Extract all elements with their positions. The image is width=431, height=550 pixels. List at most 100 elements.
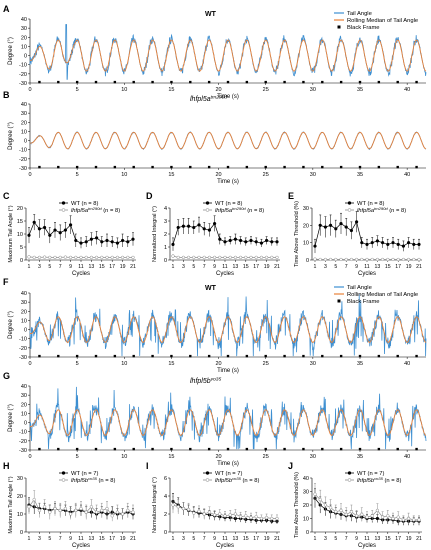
black-frame-marker (377, 80, 381, 84)
black-frame-marker (189, 80, 192, 84)
x-tick-label: 20 (216, 454, 222, 460)
x-tick-label: 40 (404, 454, 410, 460)
data-point (254, 255, 258, 260)
data-point (375, 239, 380, 243)
black-frame-marker (38, 447, 41, 451)
data-point (228, 238, 232, 243)
x-tick-label: 19 (120, 264, 126, 270)
data-point (401, 257, 406, 262)
black-frame-marker (151, 447, 154, 451)
data-point (176, 505, 180, 509)
data-point (339, 508, 343, 513)
x-tick-label: 5 (76, 361, 79, 367)
data-point (89, 237, 94, 241)
legend-marker (205, 471, 210, 475)
black-frame-marker (339, 80, 343, 84)
tail-angle-line (29, 386, 427, 450)
x-tick-label: 7 (203, 536, 206, 542)
y-axis-label: Normalized Integral (°) (152, 206, 158, 262)
data-point (74, 238, 78, 243)
data-point (275, 516, 279, 521)
data-point (264, 238, 269, 243)
data-point (349, 228, 354, 233)
y-tick-label: 10 (303, 517, 309, 523)
data-point (171, 242, 175, 247)
x-tick-label: 15 (243, 536, 249, 542)
x-tick-label: 11 (78, 536, 83, 542)
x-tick-label: 13 (375, 536, 381, 542)
data-point (218, 512, 222, 516)
data-point (334, 510, 338, 514)
x-tick-label: 20 (216, 87, 222, 93)
x-tick-label: 13 (233, 536, 239, 542)
black-frame-marker (38, 80, 41, 84)
data-point (131, 255, 135, 260)
y-tick-label: 0 (20, 258, 23, 264)
x-tick-label: 3 (324, 264, 327, 270)
data-point (275, 240, 279, 244)
black-frame-marker (264, 80, 267, 84)
data-point (79, 255, 83, 260)
data-point (94, 255, 99, 260)
y-axis-label: Degree (°) (8, 122, 14, 150)
black-frame-marker (94, 447, 98, 451)
x-axis-label: Time (s) (217, 461, 239, 467)
legend-marker (205, 208, 210, 212)
black-frame-marker (151, 165, 154, 169)
x-tick-label: 10 (121, 172, 127, 178)
data-point (197, 223, 201, 227)
x-tick-label: 15 (168, 361, 174, 367)
legend-frame-label: Black Frame (347, 299, 380, 305)
data-point (53, 228, 57, 232)
black-frame-marker (358, 165, 362, 169)
data-point (42, 255, 47, 259)
legend-marker (347, 208, 352, 212)
x-tick-label: 17 (253, 264, 259, 270)
data-point (192, 225, 196, 230)
data-point (375, 508, 380, 513)
data-point (27, 255, 31, 259)
black-frame-marker (358, 447, 362, 451)
data-point (192, 511, 196, 515)
y-tick-label: 0 (24, 54, 27, 60)
data-point (105, 506, 109, 511)
x-tick-label: 3 (324, 536, 327, 542)
x-tick-label: 7 (345, 536, 348, 542)
x-tick-label: 9 (213, 536, 216, 542)
black-frame-marker (57, 447, 60, 451)
panel-letter-A: A (3, 4, 10, 14)
data-point (212, 513, 217, 517)
black-frame-marker (339, 165, 343, 169)
data-point (42, 225, 47, 230)
x-tick-label: 40 (404, 172, 410, 178)
data-point (318, 497, 322, 502)
x-tick-label: 15 (168, 87, 174, 93)
data-point (192, 255, 196, 260)
x-axis-label: Cycles (216, 543, 234, 549)
black-frame-marker (226, 80, 230, 84)
data-point (259, 516, 264, 521)
data-point (412, 518, 416, 522)
y-tick-label: 30 (17, 476, 23, 482)
black-frame-marker (415, 80, 418, 84)
x-tick-label: 9 (355, 264, 358, 270)
data-point (328, 223, 333, 227)
x-tick-label: 19 (264, 536, 270, 542)
y-tick-label: -10 (19, 148, 27, 154)
black-frame-marker (189, 447, 192, 451)
x-tick-label: 0 (28, 361, 31, 367)
y-tick-label: -30 (19, 448, 27, 454)
trace-panel-B: -30 -20 -10 0 10 20 30 40 0 5 10 15 20 25 30 35 40 Time (… (8, 95, 427, 185)
x-tick-label: 40 (404, 87, 410, 93)
black-frame-marker (57, 165, 60, 169)
x-tick-label: 9 (69, 264, 72, 270)
x-tick-label: 3 (38, 536, 41, 542)
x-tick-label: 40 (404, 361, 410, 367)
legend-label: WT (n = 7) (357, 471, 385, 477)
data-point (401, 244, 406, 248)
panel-letter-B: B (3, 90, 10, 100)
black-frame-marker (415, 447, 418, 451)
black-frame-marker (132, 165, 135, 169)
